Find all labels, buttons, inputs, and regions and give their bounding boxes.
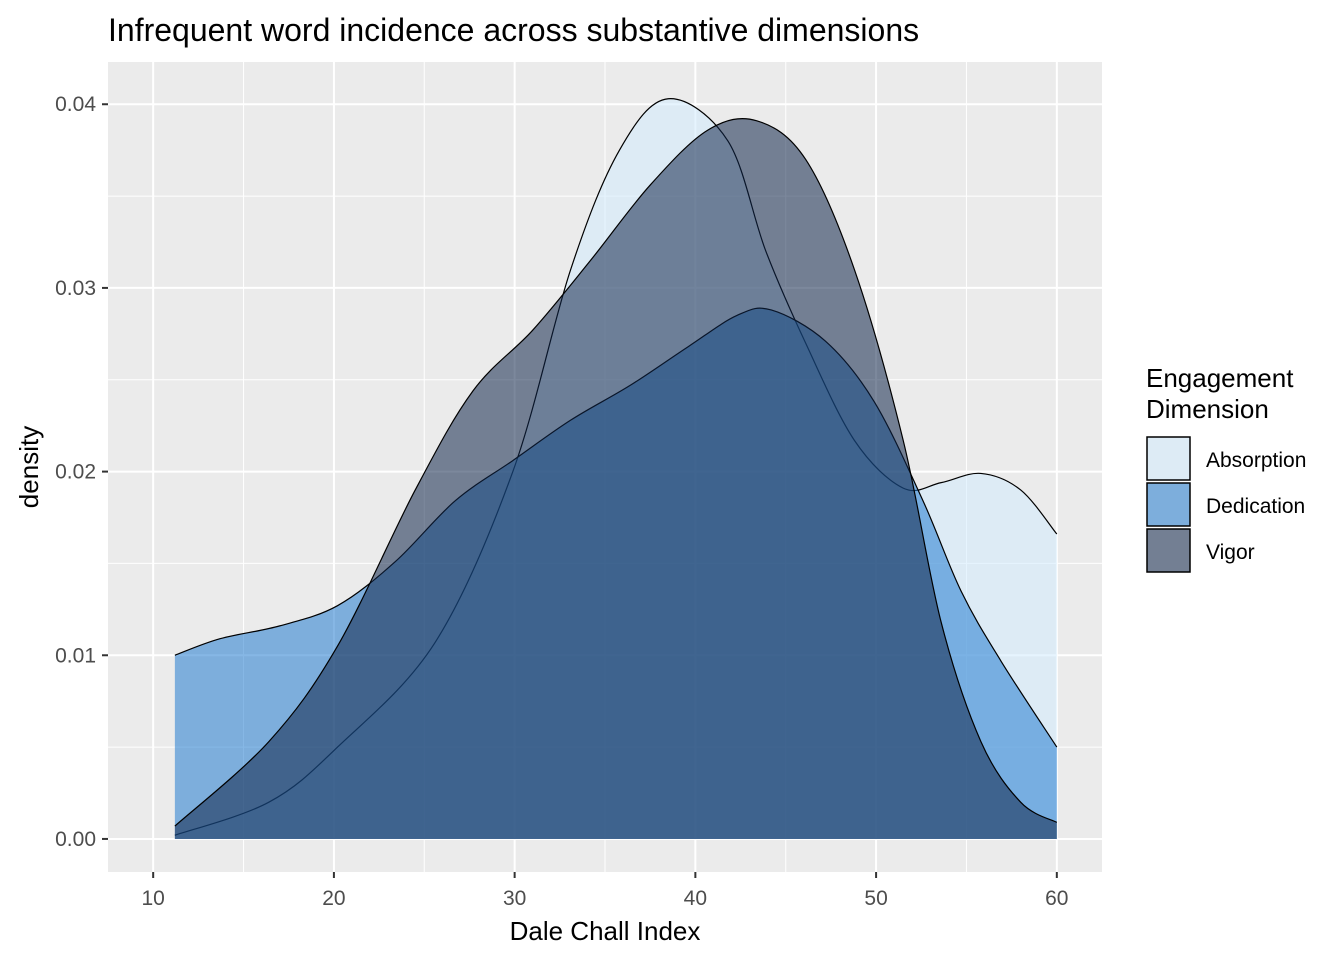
y-tick-label: 0.04 — [55, 93, 96, 116]
density-areas — [174, 98, 1058, 839]
legend-title-line2: Dimension — [1146, 394, 1269, 424]
legend-label-vigor: Vigor — [1206, 541, 1255, 564]
x-axis-label: Dale Chall Index — [510, 916, 701, 946]
legend: Absorption Dedication Vigor — [1146, 436, 1306, 573]
legend-key-vigor — [1146, 528, 1191, 573]
legend-label-absorption: Absorption — [1206, 449, 1306, 472]
legend-title-line1: Engagement — [1146, 363, 1294, 393]
y-tick-label: 0.01 — [55, 644, 96, 667]
chart-title: Infrequent word incidence across substan… — [108, 12, 919, 48]
y-axis-label: density — [14, 426, 44, 508]
legend-key-dedication — [1146, 482, 1191, 527]
legend-key-absorption — [1146, 436, 1191, 481]
x-tick-label: 10 — [142, 887, 165, 910]
x-tick-label: 60 — [1045, 887, 1068, 910]
legend-label-dedication: Dedication — [1206, 495, 1305, 518]
x-tick-label: 30 — [503, 887, 526, 910]
x-tick-label: 50 — [864, 887, 887, 910]
y-tick-label: 0.02 — [55, 461, 96, 484]
axes: 10 20 30 40 50 60 0.00 0.01 0.02 0.03 0.04 — [55, 93, 1068, 910]
y-tick-label: 0.00 — [55, 828, 96, 851]
density-line-vigor — [174, 118, 1058, 827]
x-tick-label: 20 — [322, 887, 345, 910]
y-tick-label: 0.03 — [55, 277, 96, 300]
density-area-vigor — [174, 118, 1057, 839]
x-tick-label: 40 — [684, 887, 707, 910]
